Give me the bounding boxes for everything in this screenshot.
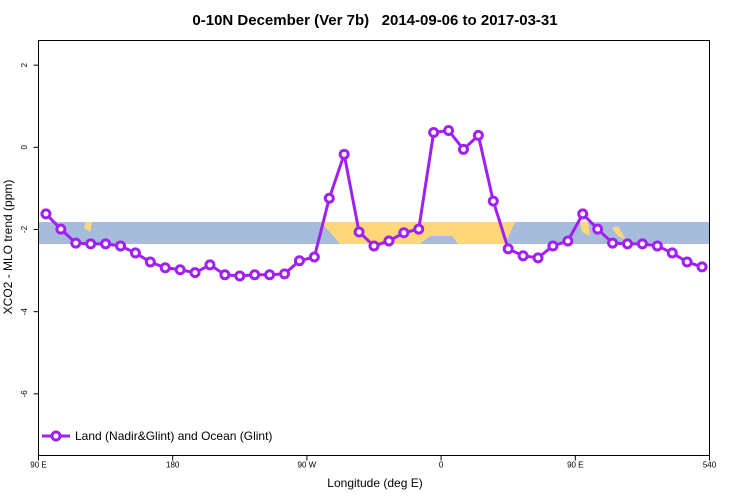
data-point bbox=[487, 195, 499, 207]
data-point bbox=[129, 247, 141, 259]
data-point bbox=[204, 259, 216, 271]
data-point bbox=[70, 237, 82, 249]
data-point bbox=[621, 238, 633, 250]
chart-title: 0-10N December (Ver 7b) 2014-09-06 to 20… bbox=[192, 12, 557, 29]
x-tick-label: 90 E bbox=[567, 461, 583, 470]
x-tick-label: 0 bbox=[439, 461, 444, 470]
data-point bbox=[264, 269, 276, 281]
data-point bbox=[85, 238, 97, 250]
data-point bbox=[353, 226, 365, 238]
legend-marker bbox=[50, 430, 62, 442]
legend: Land (Nadir&Glint) and Ocean (Glint) bbox=[42, 429, 272, 443]
data-point bbox=[55, 223, 67, 235]
map-strip bbox=[39, 222, 709, 244]
y-axis-label: XCO2 - MLO trend (ppm) bbox=[1, 180, 15, 315]
data-point bbox=[562, 235, 574, 247]
data-point bbox=[338, 148, 350, 160]
data-point bbox=[115, 240, 127, 252]
data-point bbox=[308, 251, 320, 263]
data-point bbox=[577, 208, 589, 220]
data-point bbox=[666, 247, 678, 259]
data-point bbox=[413, 223, 425, 235]
data-point bbox=[547, 240, 559, 252]
data-point bbox=[636, 238, 648, 250]
data-point bbox=[592, 223, 604, 235]
data-point bbox=[40, 208, 52, 220]
data-point bbox=[532, 252, 544, 264]
legend-label: Land (Nadir&Glint) and Ocean (Glint) bbox=[75, 429, 272, 443]
data-point bbox=[607, 237, 619, 249]
data-point bbox=[368, 240, 380, 252]
data-point bbox=[100, 238, 112, 250]
y-tick-label: -4 bbox=[20, 308, 29, 316]
x-tick-label: 90 E bbox=[30, 461, 46, 470]
x-tick-label: 540 bbox=[703, 461, 717, 470]
data-point bbox=[398, 227, 410, 239]
series-line bbox=[44, 128, 703, 278]
data-point bbox=[681, 256, 693, 268]
x-tick-label: 180 bbox=[166, 461, 180, 470]
data-point bbox=[696, 261, 708, 273]
data-point bbox=[159, 262, 171, 274]
x-axis-label: Longitude (deg E) bbox=[327, 476, 422, 490]
data-point bbox=[189, 267, 201, 279]
data-point bbox=[174, 264, 186, 276]
data-point bbox=[502, 243, 514, 255]
data-point bbox=[651, 240, 663, 252]
y-tick-label: -6 bbox=[20, 390, 29, 398]
y-tick-label: -2 bbox=[20, 225, 29, 233]
data-point bbox=[472, 129, 484, 141]
data-point bbox=[144, 256, 156, 268]
x-tick-label: 90 W bbox=[298, 461, 317, 470]
data-point bbox=[517, 250, 529, 262]
data-point bbox=[383, 235, 395, 247]
data-point bbox=[443, 124, 455, 136]
y-tick-label: 0 bbox=[20, 145, 29, 150]
data-point bbox=[428, 127, 440, 139]
data-point bbox=[234, 270, 246, 282]
data-point bbox=[323, 192, 335, 204]
data-point bbox=[279, 268, 291, 280]
data-point bbox=[249, 269, 261, 281]
data-point bbox=[293, 255, 305, 267]
data-point bbox=[457, 143, 469, 155]
y-tick-label: 2 bbox=[20, 62, 29, 67]
plot-frame bbox=[38, 40, 710, 456]
data-point bbox=[219, 269, 231, 281]
